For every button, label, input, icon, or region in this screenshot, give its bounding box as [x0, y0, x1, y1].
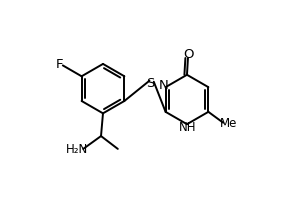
Text: Me: Me — [220, 117, 237, 130]
Text: H₂N: H₂N — [66, 143, 88, 156]
Text: O: O — [183, 48, 194, 61]
Text: S: S — [146, 77, 154, 90]
Text: N: N — [158, 79, 168, 92]
Text: NH: NH — [179, 121, 197, 134]
Text: F: F — [55, 58, 63, 71]
